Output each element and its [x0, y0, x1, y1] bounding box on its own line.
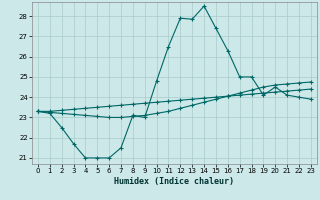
X-axis label: Humidex (Indice chaleur): Humidex (Indice chaleur) — [115, 177, 234, 186]
